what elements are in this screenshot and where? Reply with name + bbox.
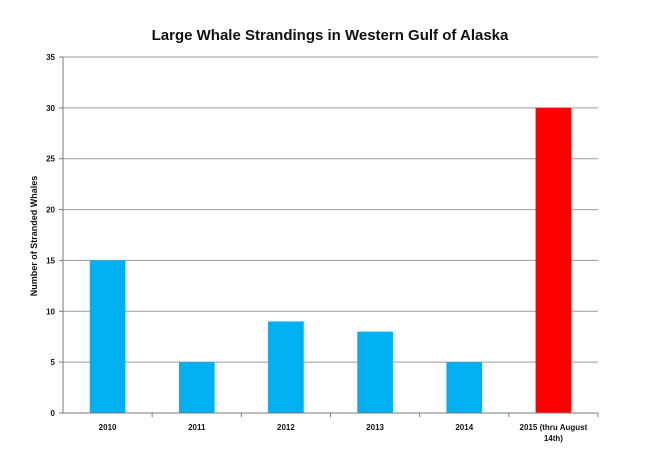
y-axis-label: Number of Stranded Whales: [29, 176, 39, 297]
gridlines: [59, 56, 598, 414]
x-tick-label: 2014: [455, 423, 473, 432]
y-tick-label: 35: [46, 53, 55, 62]
bar-2011: [178, 362, 215, 413]
y-tick-label: 0: [51, 409, 56, 418]
x-tick-label: 14th): [544, 434, 563, 443]
y-tick-label: 5: [51, 358, 56, 367]
x-tick-label: 2013: [366, 423, 384, 432]
bars: [89, 107, 599, 417]
y-tick-label: 20: [46, 206, 55, 215]
y-tick-labels: 0 5 10 15 20 25 30 35: [46, 53, 55, 418]
bar-2014: [446, 362, 483, 413]
y-tick-label: 30: [46, 104, 55, 113]
bar-2015: [535, 107, 572, 413]
x-tick-label: 2011: [188, 423, 206, 432]
x-tick-label: 2012: [277, 423, 295, 432]
x-tick-label: 2010: [99, 423, 117, 432]
y-tick-label: 25: [46, 155, 55, 164]
chart-title: Large Whale Strandings in Western Gulf o…: [152, 27, 509, 44]
x-tick-labels: 2010 2011 2012 2013 2014 2015 (thru August 14t…: [99, 423, 588, 443]
y-tick-label: 10: [46, 307, 55, 316]
y-tick-label: 15: [46, 256, 55, 265]
bar-2013: [357, 331, 393, 413]
x-tick-label: 2015 (thru August: [520, 423, 588, 432]
bar-2010: [89, 260, 126, 413]
bar-2012: [268, 321, 304, 413]
